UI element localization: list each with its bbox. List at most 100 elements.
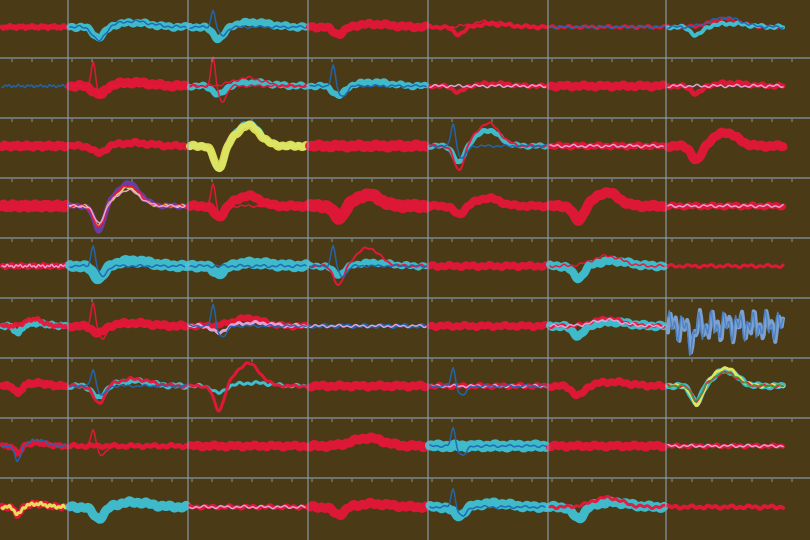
waveform-cell-r4-c7[interactable]: [668, 204, 783, 207]
waveform-cell-r1-c1[interactable]: [2, 25, 66, 28]
waveform-cell-r4-c6[interactable]: [550, 192, 664, 221]
waveform-trace: [668, 505, 783, 508]
waveform-trace: [2, 204, 66, 207]
waveform-cell-r1-c5[interactable]: [430, 20, 546, 35]
waveform-trace: [668, 264, 783, 267]
waveform-trace: [310, 384, 426, 387]
waveform-cell-r1-c4[interactable]: [310, 23, 426, 35]
waveform-cell-r9-c7[interactable]: [668, 505, 783, 508]
waveform-cell-r7-c3[interactable]: [190, 363, 306, 411]
waveform-cell-r9-c4[interactable]: [310, 502, 426, 515]
waveform-cell-r9-c1[interactable]: [2, 503, 66, 516]
waveform-cell-r1-c6[interactable]: [550, 25, 664, 28]
waveform-cell-r5-c6[interactable]: [550, 255, 664, 280]
waveform-cell-r1-c7[interactable]: [668, 17, 783, 36]
waveform-trace: [190, 125, 306, 169]
waveform-trace: [70, 22, 186, 38]
waveform-trace: [430, 197, 546, 214]
waveform-trace: [550, 260, 664, 280]
waveform-cell-r8-c3[interactable]: [190, 444, 306, 447]
waveform-cell-r9-c6[interactable]: [550, 496, 664, 518]
waveform-cell-r6-c7[interactable]: [668, 310, 783, 356]
waveform-trace: [70, 430, 186, 456]
waveform-cell-r9-c2[interactable]: [70, 501, 186, 519]
waveform-cell-r4-c5[interactable]: [430, 197, 546, 214]
waveform-cell-r6-c5[interactable]: [430, 324, 546, 327]
waveform-cell-r8-c5[interactable]: [430, 428, 546, 456]
waveform-trace: [310, 437, 426, 448]
waveform-cell-r4-c3[interactable]: [190, 184, 306, 218]
waveform-cell-r8-c1[interactable]: [2, 439, 66, 461]
waveform-trace: [190, 81, 306, 94]
waveform-cell-r3-c1[interactable]: [2, 144, 66, 147]
waveform-trace: [70, 501, 186, 519]
waveform-cell-r6-c2[interactable]: [70, 303, 186, 339]
waveform-trace: [190, 304, 306, 336]
waveform-cell-r8-c6[interactable]: [550, 445, 664, 448]
waveform-cell-r4-c1[interactable]: [2, 204, 66, 207]
waveform-trace: [190, 363, 306, 411]
waveform-cell-r2-c1[interactable]: [2, 84, 66, 87]
waveform-cell-r2-c6[interactable]: [550, 84, 664, 87]
waveform-trace: [310, 194, 426, 219]
waveform-trace: [310, 144, 426, 147]
waveform-trace: [550, 192, 664, 221]
waveform-cell-r3-c7[interactable]: [668, 132, 783, 160]
waveform-cell-r7-c6[interactable]: [550, 381, 664, 396]
waveform-cell-r9-c3[interactable]: [190, 505, 306, 508]
waveform-cell-r8-c4[interactable]: [310, 437, 426, 448]
waveform-cell-r5-c7[interactable]: [668, 264, 783, 267]
waveform-trace: [190, 444, 306, 447]
waveform-cell-r5-c5[interactable]: [430, 264, 546, 267]
waveform-trace: [668, 22, 783, 35]
waveform-trace: [190, 262, 306, 275]
waveform-cell-r6-c6[interactable]: [550, 317, 664, 337]
waveform-trace: [310, 23, 426, 35]
waveform-cell-r5-c1[interactable]: [2, 264, 66, 267]
waveform-cell-r2-c4[interactable]: [310, 65, 426, 96]
waveform-cell-r3-c4[interactable]: [310, 144, 426, 147]
waveform-cell-r6-c4[interactable]: [310, 324, 426, 327]
waveform-trace: [190, 21, 306, 40]
waveform-cell-r3-c3[interactable]: [190, 124, 306, 169]
waveform-cell-r7-c1[interactable]: [2, 381, 66, 393]
waveform-cell-r3-c6[interactable]: [550, 144, 664, 147]
waveform-cell-r3-c5[interactable]: [430, 123, 546, 171]
waveform-cell-r7-c4[interactable]: [310, 384, 426, 387]
waveform-trace: [190, 57, 306, 102]
waveform-trace: [2, 144, 66, 147]
waveform-cell-r4-c4[interactable]: [310, 194, 426, 219]
waveform-cell-r6-c1[interactable]: [2, 318, 66, 334]
waveform-trace: [550, 445, 664, 448]
waveform-cell-r7-c5[interactable]: [430, 368, 546, 395]
waveform-cell-r6-c3[interactable]: [190, 304, 306, 336]
waveform-trace: [310, 81, 426, 96]
waveform-trace: [310, 502, 426, 515]
waveform-cell-r1-c2[interactable]: [70, 20, 186, 41]
waveform-cell-r8-c2[interactable]: [70, 430, 186, 456]
waveform-cell-r8-c7[interactable]: [668, 444, 783, 447]
waveform-cell-r1-c3[interactable]: [190, 10, 306, 39]
waveform-cell-r5-c4[interactable]: [310, 246, 426, 285]
waveform-cell-r5-c3[interactable]: [190, 262, 306, 275]
waveform-trace: [550, 501, 664, 519]
waveform-cell-r9-c5[interactable]: [430, 489, 546, 517]
waveform-trace: [2, 381, 66, 393]
waveform-cell-r2-c2[interactable]: [70, 62, 186, 98]
waveform-trace: [668, 132, 783, 160]
waveform-cell-r7-c2[interactable]: [70, 370, 186, 404]
waveform-cell-r7-c7[interactable]: [668, 368, 783, 406]
waveform-cell-r3-c2[interactable]: [70, 141, 186, 153]
waveform-trace: [430, 368, 546, 395]
waveform-cell-r5-c2[interactable]: [70, 246, 186, 279]
waveform-cell-r2-c3[interactable]: [190, 57, 306, 102]
waveform-trace: [2, 84, 66, 87]
waveform-cell-r2-c7[interactable]: [668, 82, 783, 95]
waveform-cell-r4-c2[interactable]: [70, 183, 186, 232]
waveform-cell-r2-c5[interactable]: [430, 82, 546, 93]
waveform-trace: [430, 264, 546, 267]
waveform-trace: [70, 82, 186, 95]
waveform-trace: [430, 23, 546, 35]
waveform-trace: [430, 324, 546, 327]
